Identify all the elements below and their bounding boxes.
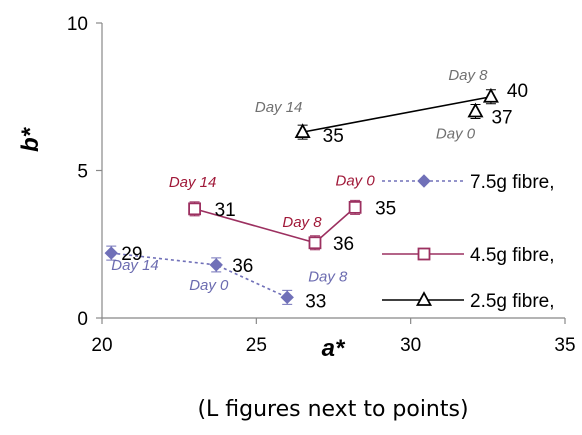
series-line [302, 95, 492, 133]
data-point [467, 102, 484, 118]
point-day-label: Day 8 [308, 268, 348, 285]
point-day-label: Day 14 [169, 174, 217, 191]
data-point [188, 202, 202, 216]
legend-item-2: 2.5g fibre, [382, 291, 555, 312]
x-tick-label: 25 [246, 335, 267, 356]
legend-label: 4.5g fibre, [470, 245, 555, 266]
data-point [280, 290, 294, 305]
point-day-label: Day 0 [336, 172, 376, 189]
series-1: 31 Day 14 36 Day 8 35 Day 0 [169, 172, 396, 254]
y-tick-label: 10 [67, 14, 88, 35]
series-2: 35 Day 14 40 Day 8 37 Day 0 [255, 67, 528, 147]
point-day-label: Day 14 [111, 257, 159, 274]
y-tick-label: 0 [77, 309, 88, 330]
y-axis-label: b* [17, 126, 44, 152]
point-l-value: 31 [215, 200, 236, 221]
legend: 7.5g fibre, 4.5g fibre, 2.5g fibre, [382, 172, 555, 312]
point-l-value: 40 [507, 81, 528, 102]
point-l-value: 33 [305, 291, 326, 312]
point-day-label: Day 14 [255, 99, 303, 116]
x-tick-label: 20 [91, 335, 112, 356]
point-l-value: 29 [121, 244, 142, 265]
point-day-label: Day 0 [189, 277, 229, 294]
data-point [308, 236, 322, 250]
legend-marker [417, 247, 431, 261]
legend-label: 7.5g fibre, [470, 172, 555, 193]
data-point [294, 123, 311, 139]
data-point [348, 200, 362, 214]
point-l-value: 35 [375, 198, 396, 219]
point-day-label: Day 8 [448, 67, 488, 84]
legend-marker [415, 291, 433, 306]
y-tick-label: 5 [77, 162, 88, 183]
point-l-value: 36 [232, 256, 253, 277]
legend-item-1: 4.5g fibre, [382, 245, 555, 266]
x-tick-label: 30 [400, 335, 421, 356]
point-l-value: 37 [491, 108, 512, 129]
chart-note: (L figures next to points) [197, 397, 468, 422]
series-line [111, 252, 288, 299]
x-tick-label: 35 [554, 335, 575, 356]
legend-marker [417, 174, 431, 188]
data-point [104, 246, 118, 260]
data-point [209, 258, 223, 272]
point-day-label: Day 8 [282, 214, 322, 231]
point-l-value: 35 [323, 126, 344, 147]
legend-item-0: 7.5g fibre, [382, 172, 555, 193]
point-day-label: Day 0 [436, 126, 476, 143]
x-axis-label: a* [322, 335, 346, 362]
point-l-value: 36 [333, 234, 354, 255]
axes: 20 25 30 35 0 5 10 [67, 14, 576, 356]
data-point [482, 87, 499, 103]
legend-label: 2.5g fibre, [470, 291, 555, 312]
